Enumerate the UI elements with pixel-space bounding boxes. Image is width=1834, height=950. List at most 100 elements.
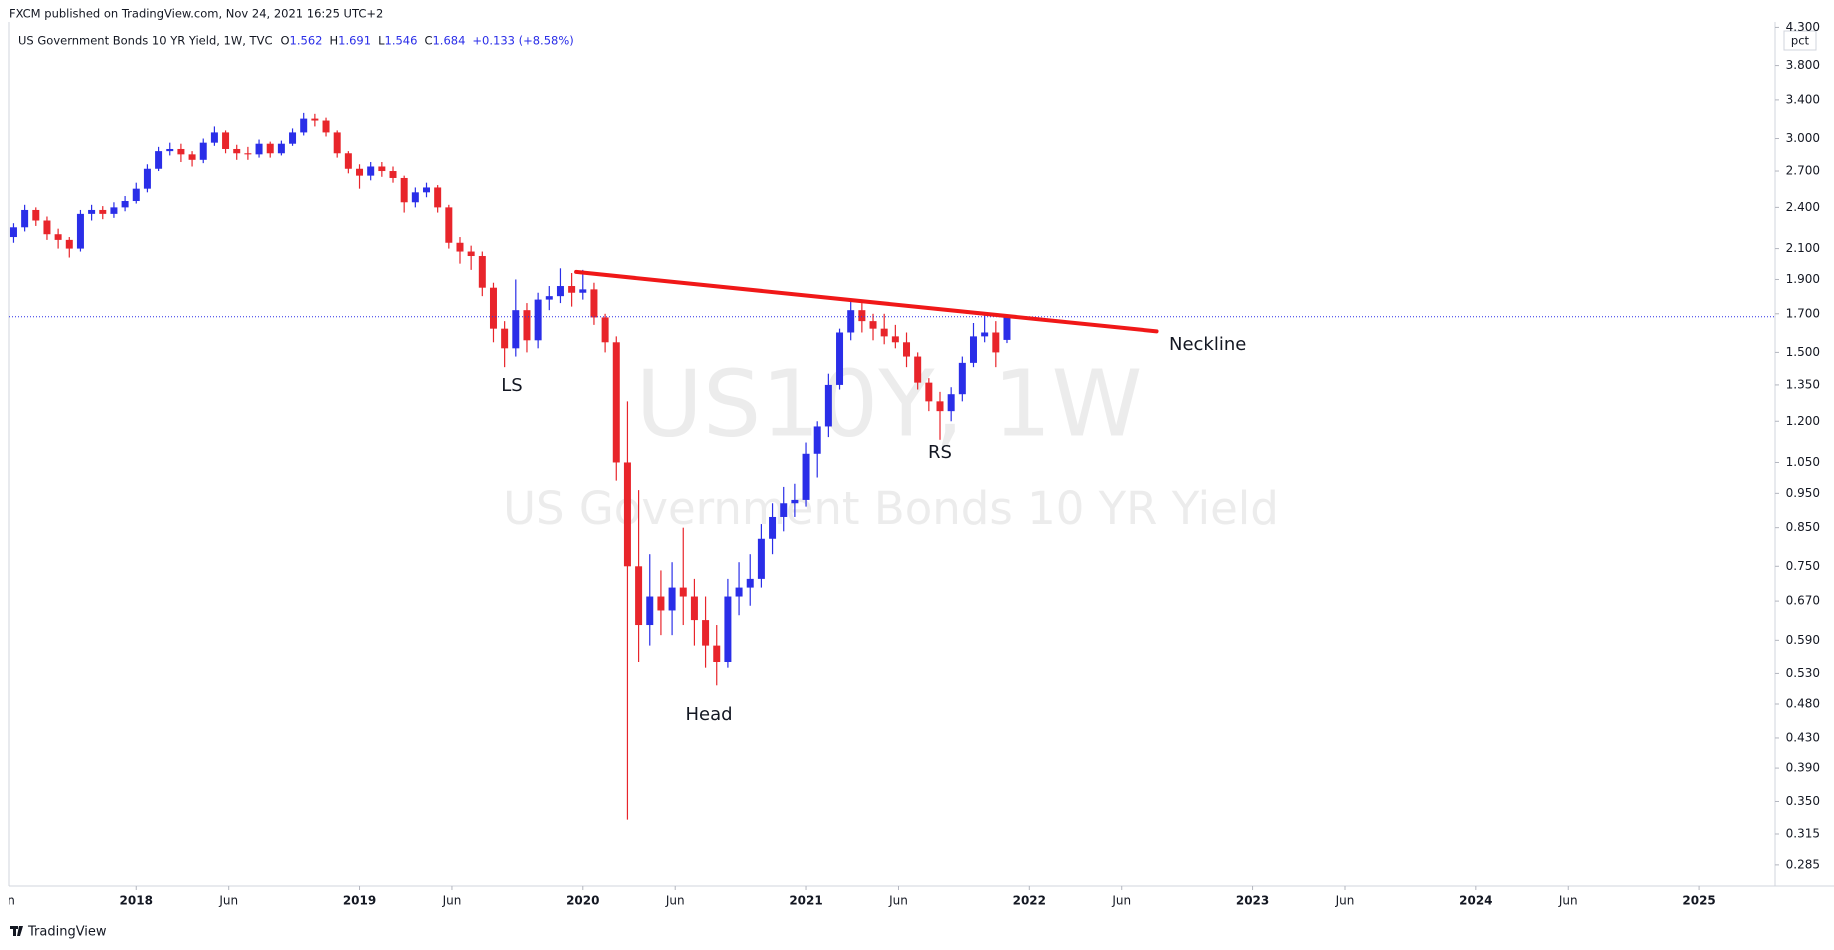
x-axis: Jun 2018 Jun 2019 Jun 2020 Jun 2021 Jun 2022 Jun 20…	[9, 886, 1716, 908]
candle-body	[378, 166, 386, 172]
candle-body	[400, 177, 408, 203]
candle-body	[958, 362, 966, 395]
candle-body	[947, 394, 955, 412]
y-tick-label: 0.850	[1786, 520, 1820, 534]
y-tick-label: 0.480	[1786, 697, 1820, 711]
candle-body	[858, 310, 866, 322]
legend-header: US Government Bonds 10 YR Yield, 1W, TVC…	[18, 34, 574, 48]
candle-body	[467, 251, 475, 257]
candle-body	[847, 310, 855, 333]
candle-body	[969, 336, 977, 363]
candle-body	[657, 596, 665, 611]
candle-body	[277, 143, 285, 154]
candle-body	[556, 286, 564, 297]
y-tick-label: 0.950	[1786, 486, 1820, 500]
candle-body	[646, 596, 654, 626]
candle-body	[244, 153, 252, 155]
candle-body	[724, 596, 732, 663]
x-tick-label: 2022	[1013, 894, 1046, 908]
candle-body	[434, 187, 442, 208]
candle-body	[992, 332, 1000, 353]
candle-body	[735, 587, 743, 597]
y-tick-label: 0.670	[1786, 594, 1820, 608]
candle-body	[869, 321, 877, 329]
candle-body	[121, 201, 129, 208]
x-tick-label: 2023	[1236, 894, 1269, 908]
x-tick-label: 2020	[566, 894, 599, 908]
candle-body	[188, 154, 196, 160]
plot-area	[9, 112, 1775, 820]
y-tick-label: 1.200	[1786, 414, 1820, 428]
x-tick-label: Jun	[888, 894, 908, 908]
candle-body	[43, 220, 51, 235]
candle-body	[333, 132, 341, 154]
x-tick-label: 2019	[343, 894, 376, 908]
candle-body	[579, 289, 587, 293]
x-tick-label: 2025	[1682, 894, 1715, 908]
candle-body	[925, 382, 933, 402]
candle-body	[523, 310, 531, 341]
footer-brand: TradingView	[27, 925, 107, 940]
candle-body	[177, 148, 185, 155]
candle-body	[1003, 316, 1011, 340]
candle-body	[813, 426, 821, 454]
unit-label: pct	[1791, 34, 1810, 48]
candle-body	[289, 132, 297, 144]
candle-body	[88, 209, 96, 214]
candle-body	[802, 453, 810, 500]
y-tick-label: 1.900	[1786, 272, 1820, 286]
candle-body	[780, 503, 788, 517]
y-tick-label: 2.400	[1786, 200, 1820, 214]
candle-body	[601, 317, 609, 343]
neckline	[574, 269, 1159, 334]
candle-body	[422, 187, 430, 193]
x-tick-label: Jun	[218, 894, 238, 908]
candle-body	[54, 234, 62, 240]
candle-body	[612, 342, 620, 463]
y-tick-label: 4.300	[1786, 20, 1820, 34]
annotation: LS	[501, 375, 522, 396]
candle-body	[143, 168, 151, 189]
candle-body	[668, 587, 676, 611]
ohlc-value: 1.691	[338, 34, 371, 48]
candle-body	[222, 132, 230, 149]
candle-body	[166, 148, 174, 152]
candle-body	[255, 143, 263, 155]
ohlc-label: C	[424, 34, 432, 48]
candle-body	[76, 213, 84, 249]
x-tick-label: 2021	[789, 894, 822, 908]
ohlc-label: O	[280, 34, 289, 48]
candle-body	[545, 296, 553, 300]
x-tick-label: 2024	[1459, 894, 1492, 908]
y-tick-label: 3.400	[1786, 92, 1820, 106]
candle-body	[746, 578, 754, 588]
candle-body	[110, 207, 118, 214]
annotation: Head	[685, 704, 732, 725]
candle-body	[590, 289, 598, 318]
y-tick-label: 0.430	[1786, 730, 1820, 744]
candle-body	[456, 242, 464, 252]
symbol-title: US Government Bonds 10 YR Yield, 1W, TVC	[18, 34, 272, 48]
candle-body	[981, 332, 989, 337]
y-tick-label: 1.500	[1786, 345, 1820, 359]
x-tick-label: Jun	[1558, 894, 1578, 908]
candle-body	[623, 462, 631, 567]
candle-body	[367, 166, 375, 176]
ohlc-label: H	[329, 34, 338, 48]
watermark-subtitle: US Government Bonds 10 YR Yield	[503, 482, 1279, 535]
y-tick-label: 2.100	[1786, 241, 1820, 255]
candle-body	[568, 286, 576, 293]
candle-body	[903, 342, 911, 357]
candle-body	[824, 384, 832, 427]
candle-body	[891, 336, 899, 343]
candle-body	[411, 192, 419, 203]
ohlc-label: L	[378, 34, 385, 48]
y-tick-label: 0.390	[1786, 761, 1820, 775]
candle-body	[914, 356, 922, 383]
candle-body	[679, 587, 687, 597]
candle-body	[210, 132, 218, 143]
x-tick-label: 2018	[120, 894, 153, 908]
candle-body	[690, 596, 698, 621]
candle-body	[132, 188, 140, 202]
y-tick-label: 3.800	[1786, 58, 1820, 72]
